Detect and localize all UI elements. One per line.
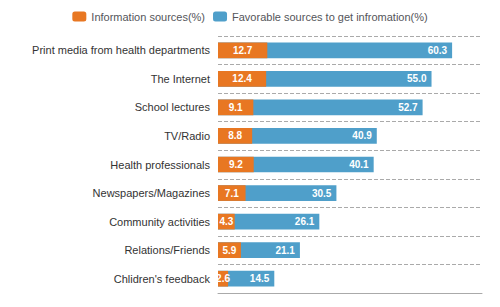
svg-text:The Internet: The Internet	[151, 73, 210, 85]
svg-text:5.9: 5.9	[222, 245, 236, 256]
svg-text:4.3: 4.3	[219, 216, 233, 227]
svg-text:9.1: 9.1	[229, 102, 243, 113]
svg-text:Favorable sources to get infro: Favorable sources to get infromation(%)	[232, 11, 428, 23]
svg-text:60.3: 60.3	[428, 45, 448, 56]
svg-text:40.9: 40.9	[352, 130, 372, 141]
svg-text:TV/Radio: TV/Radio	[164, 130, 210, 142]
svg-text:26.1: 26.1	[295, 216, 315, 227]
svg-text:12.7: 12.7	[233, 45, 253, 56]
svg-text:9.2: 9.2	[229, 159, 243, 170]
svg-text:School lectures: School lectures	[135, 101, 211, 113]
svg-text:Print media from health depart: Print media from health departments	[32, 44, 210, 56]
svg-text:7.1: 7.1	[225, 188, 239, 199]
svg-text:Relations/Friends: Relations/Friends	[124, 244, 210, 256]
svg-text:21.1: 21.1	[275, 245, 295, 256]
svg-text:2.6: 2.6	[216, 273, 230, 284]
svg-text:40.1: 40.1	[349, 159, 369, 170]
svg-text:Community activities: Community activities	[109, 216, 210, 228]
svg-text:Newspapers/Magazines: Newspapers/Magazines	[93, 187, 211, 199]
svg-text:30.5: 30.5	[312, 188, 332, 199]
svg-text:12.4: 12.4	[232, 73, 252, 84]
svg-text:52.7: 52.7	[398, 102, 418, 113]
svg-text:55.0: 55.0	[407, 73, 427, 84]
svg-text:8.8: 8.8	[228, 130, 242, 141]
svg-text:Information sources(%): Information sources(%)	[91, 11, 205, 23]
svg-text:14.5: 14.5	[250, 273, 270, 284]
svg-text:Health professionals: Health professionals	[110, 159, 210, 171]
svg-text:Chlidren's feedback: Chlidren's feedback	[114, 273, 211, 285]
